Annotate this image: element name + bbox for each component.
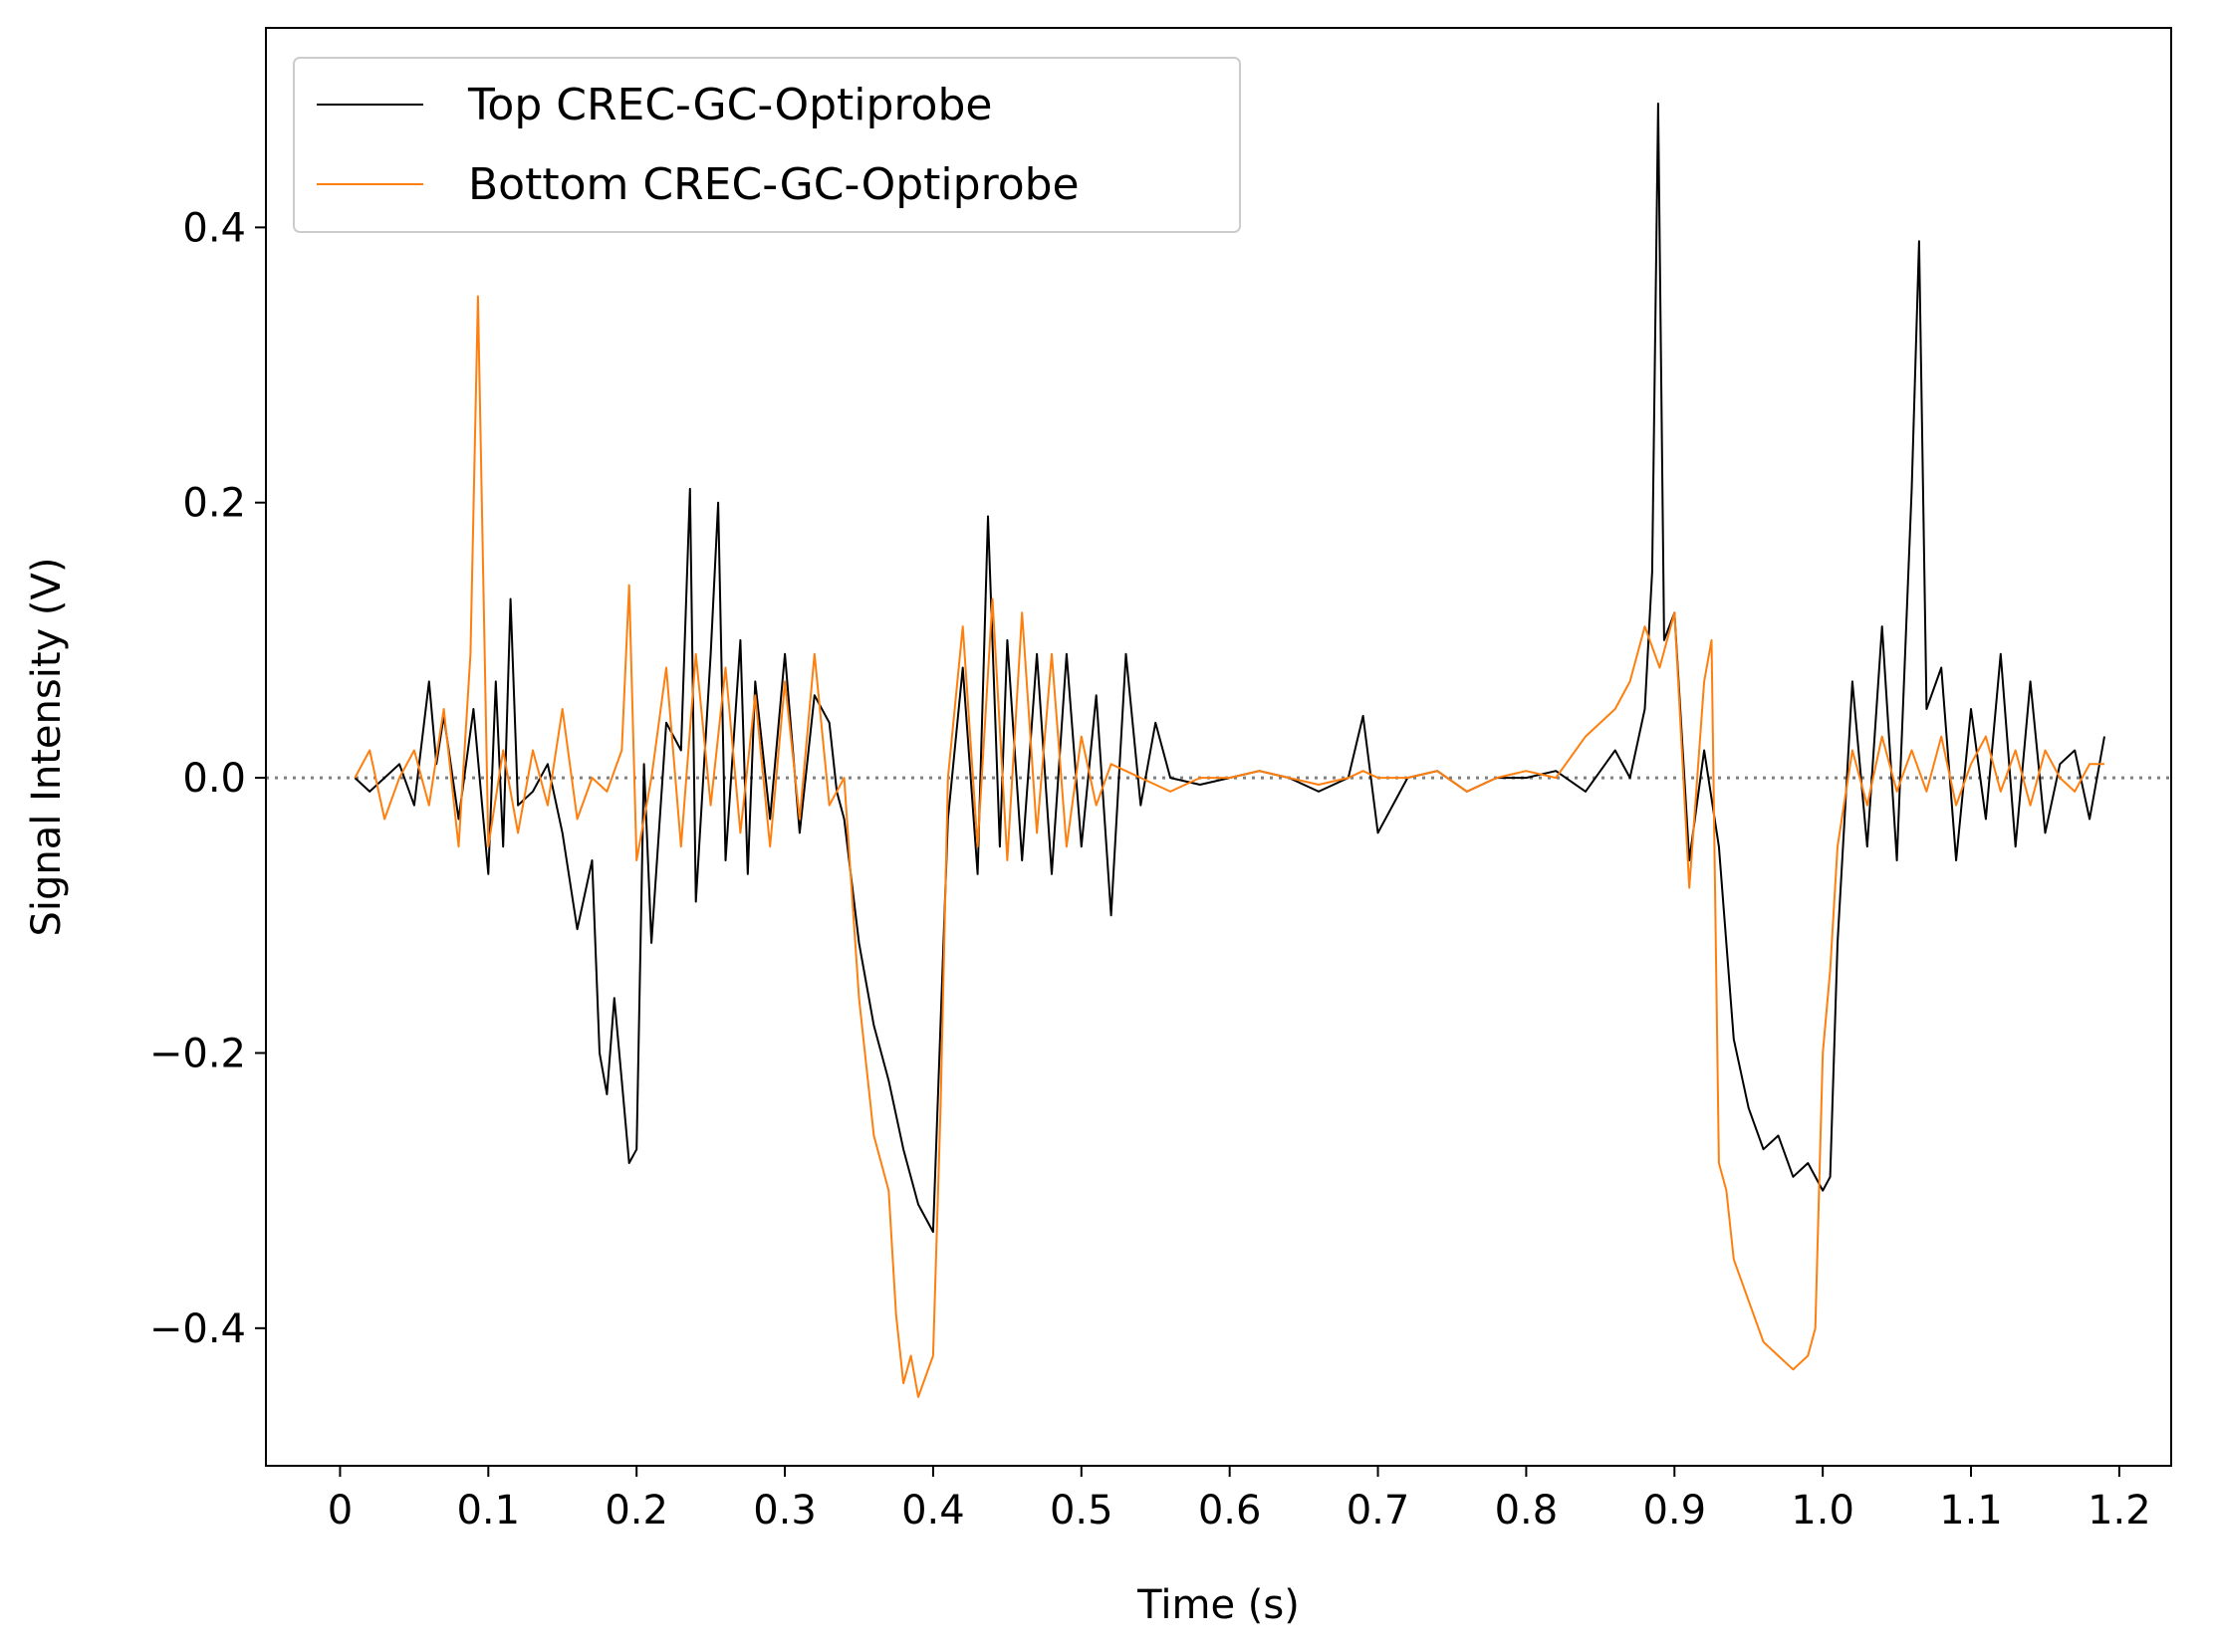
y-tick-label: 0.0: [182, 756, 246, 802]
legend-label-top: Top CREC-GC-Optiprobe: [467, 80, 992, 130]
x-axis-label: Time (s): [1136, 1582, 1300, 1628]
x-tick-label: 0.3: [753, 1488, 817, 1534]
x-tick-label: 0.7: [1347, 1488, 1410, 1534]
y-axis-ticks: −0.4 −0.2 0.0 0.2 0.4: [149, 205, 266, 1352]
y-axis-label: Signal Intensity (V): [24, 558, 70, 937]
x-tick-label: 0.2: [605, 1488, 668, 1534]
plot-content: [266, 103, 2171, 1398]
x-tick-label: 1.2: [2088, 1488, 2151, 1534]
legend: Top CREC-GC-Optiprobe Bottom CREC-GC-Opt…: [293, 57, 1241, 233]
legend-label-bottom: Bottom CREC-GC-Optiprobe: [468, 159, 1080, 210]
y-tick-label: −0.2: [149, 1031, 246, 1076]
x-tick-label: 0.8: [1495, 1488, 1559, 1534]
series-line-top: [354, 103, 2105, 1234]
x-tick-label: 1.1: [1939, 1488, 2003, 1534]
plot-frame: [265, 27, 2172, 1467]
x-tick-label: 1.0: [1791, 1488, 1854, 1534]
y-tick-label: 0.4: [182, 205, 246, 251]
x-tick-label: 0: [328, 1488, 353, 1534]
x-tick-label: 0.5: [1050, 1488, 1113, 1534]
x-tick-label: 0.6: [1198, 1488, 1262, 1534]
x-axis-ticks: 0 0.1 0.2 0.3 0.4 0.5 0.6 0.7 0.8 0.9 1.0 1.1 1.2: [328, 1466, 2151, 1534]
y-tick-label: −0.4: [149, 1306, 246, 1352]
series-line-bottom: [354, 295, 2104, 1398]
x-tick-label: 0.9: [1642, 1488, 1706, 1534]
x-tick-label: 0.1: [456, 1488, 520, 1534]
legend-box: [293, 57, 1241, 233]
y-tick-label: 0.2: [182, 481, 246, 527]
x-tick-label: 0.4: [901, 1488, 965, 1534]
